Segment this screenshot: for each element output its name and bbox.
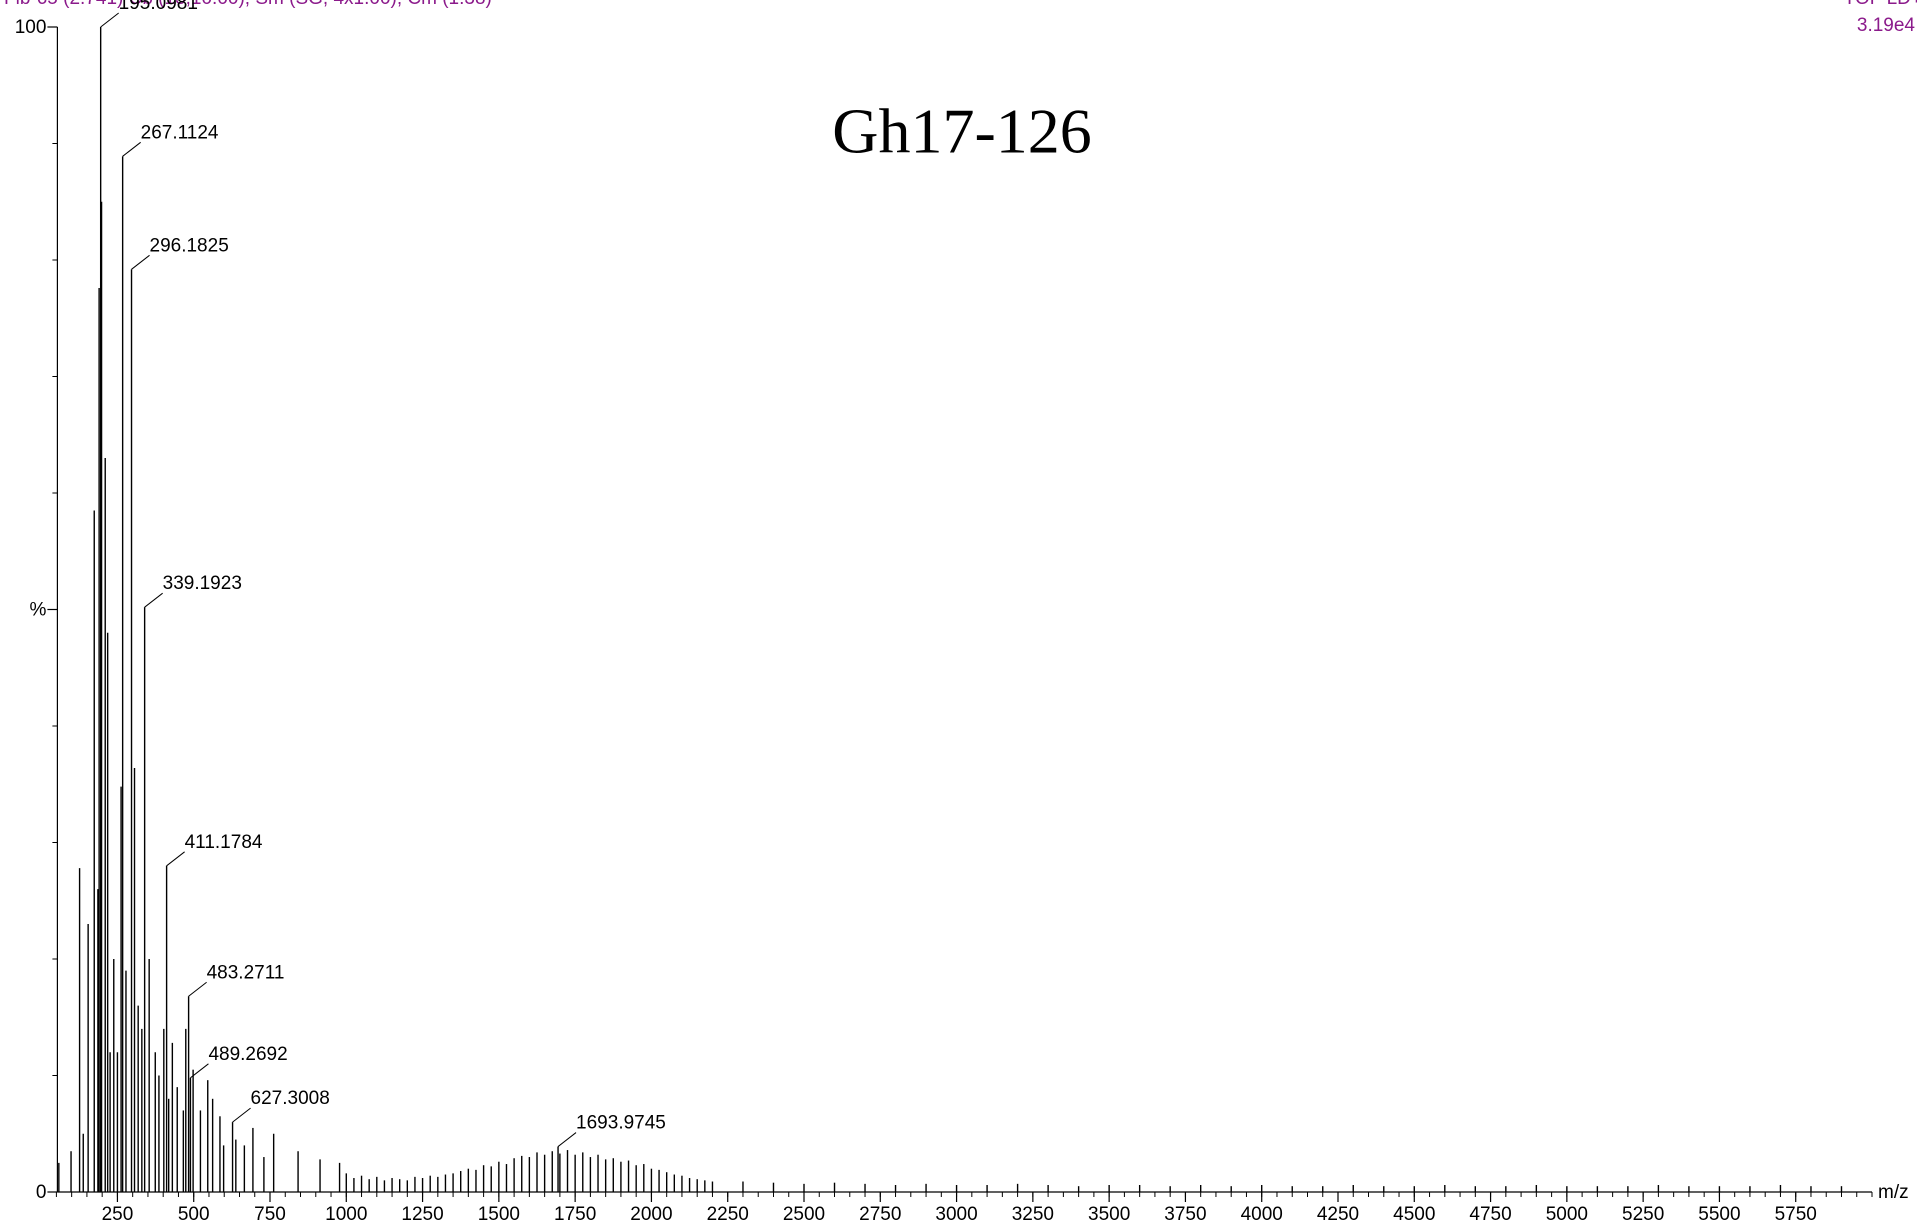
x-axis-label: m/z [1878,1182,1909,1203]
chart-title: Gh17-126 [832,96,1092,167]
header-left: Fib-65 (2.741) Cb (13,10.00); Sm (SG, 4x… [4,0,492,9]
peak-label: 296.1825 [150,235,229,256]
x-tick-label: 1250 [401,1204,443,1225]
peak-leader [557,1132,577,1147]
x-tick-label: 3000 [935,1204,977,1225]
x-tick-label: 4750 [1469,1204,1511,1225]
x-tick-label: 5250 [1622,1204,1664,1225]
x-tick-label: 4000 [1241,1204,1283,1225]
x-tick-label: 5750 [1775,1204,1817,1225]
x-tick-label: 4250 [1317,1204,1359,1225]
x-tick-label: 3250 [1012,1204,1054,1225]
y-tick-label: % [29,600,46,621]
x-tick-label: 2500 [783,1204,825,1225]
intensity: 3.19e4 [1857,15,1916,36]
x-tick-label: 1750 [554,1204,596,1225]
x-tick-label: 2250 [707,1204,749,1225]
x-tick-label: 3500 [1088,1204,1130,1225]
peak-label: 411.1784 [185,832,263,853]
x-tick-label: 3750 [1164,1204,1206,1225]
peak-leader [144,592,163,608]
x-tick-label: 250 [102,1204,134,1225]
peak-label: 195.0981 [119,0,198,14]
y-tick-label: 0 [36,1182,47,1203]
header-right: TOF LD+ [1844,0,1917,9]
peak-leader [100,12,119,28]
peak-leader [122,141,141,157]
peak-leader [166,851,185,867]
peak-label: 627.3008 [251,1088,330,1109]
x-tick-label: 2000 [630,1204,672,1225]
x-tick-label: 2750 [859,1204,901,1225]
peak-label: 339.1923 [163,573,242,594]
x-tick-label: 1000 [325,1204,367,1225]
x-tick-label: 750 [254,1204,286,1225]
peak-leader [188,981,207,997]
x-tick-label: 5000 [1546,1204,1588,1225]
x-tick-label: 4500 [1393,1204,1435,1225]
x-tick-label: 1500 [478,1204,520,1225]
y-tick-label: 100 [15,17,47,38]
x-tick-label: 500 [178,1204,210,1225]
peak-label: 483.2711 [207,962,285,983]
peak-leader [131,254,150,270]
peak-leader [232,1107,251,1123]
peak-label: 267.1124 [141,122,219,143]
peak-label: 489.2692 [208,1044,287,1065]
peak-label: 1693.9745 [576,1113,666,1134]
x-tick-label: 5500 [1698,1204,1740,1225]
